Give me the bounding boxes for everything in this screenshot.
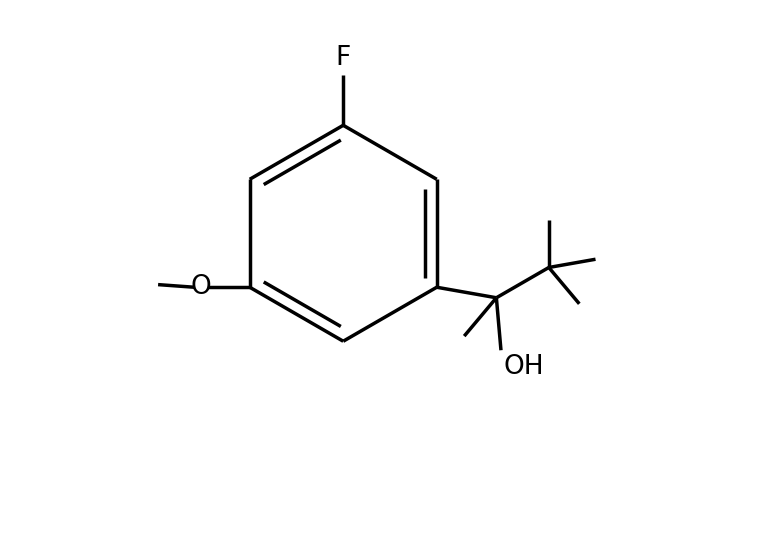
Text: OH: OH	[504, 355, 544, 380]
Text: O: O	[191, 274, 212, 300]
Text: F: F	[335, 45, 351, 71]
